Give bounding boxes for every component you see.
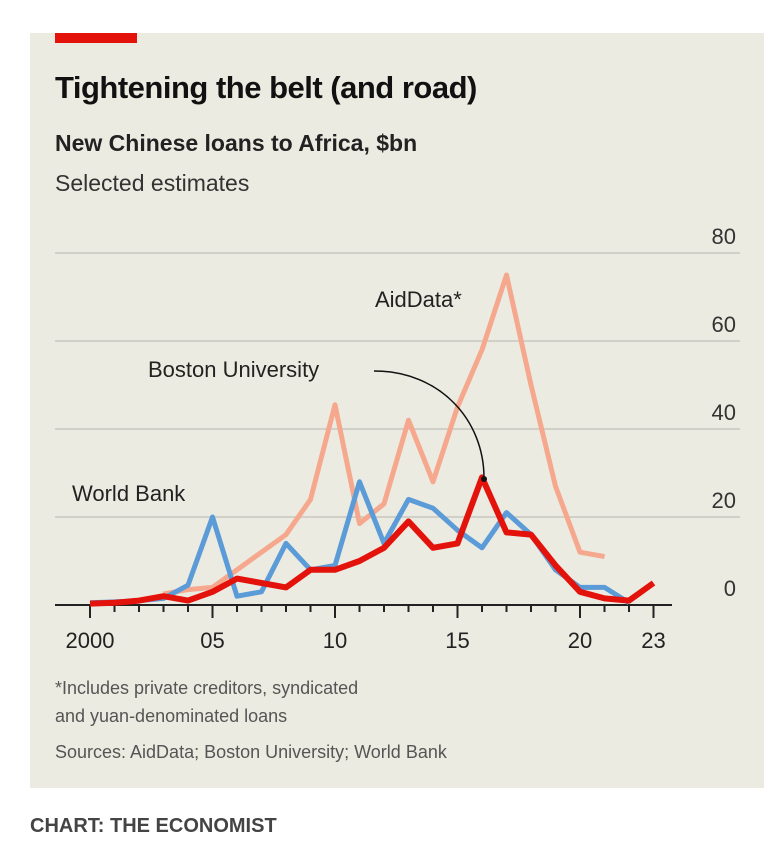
chart-subtitle: New Chinese loans to Africa, $bn <box>55 130 418 156</box>
x-tick-label: 2000 <box>66 628 115 653</box>
series-line-boston-university <box>89 474 656 607</box>
y-tick-label: 20 <box>712 488 736 513</box>
y-tick-label: 0 <box>724 576 736 601</box>
series-label-world-bank: World Bank <box>72 481 186 506</box>
footnote-1: *Includes private creditors, syndicated <box>55 678 359 698</box>
brand-red-bar <box>55 33 137 43</box>
chart-credit: CHART: THE ECONOMIST <box>30 815 277 837</box>
x-tick-label: 05 <box>200 628 224 653</box>
x-tick-label: 15 <box>445 628 469 653</box>
chart-panel <box>30 33 764 788</box>
sources: Sources: AidData; Boston University; Wor… <box>55 742 447 762</box>
x-tick-label: 10 <box>323 628 347 653</box>
footnote-2: and yuan-denominated loans <box>55 706 288 726</box>
chart-subtitle-2: Selected estimates <box>55 170 250 196</box>
series-label-aiddata: AidData* <box>375 287 462 312</box>
annotation-dot <box>481 476 487 482</box>
y-tick-label: 60 <box>712 312 736 337</box>
y-tick-label: 80 <box>712 224 736 249</box>
y-tick-label: 40 <box>712 400 736 425</box>
series-line-aiddata <box>163 272 605 597</box>
chart-title: Tightening the belt (and road) <box>55 70 477 105</box>
annotation-leader-line <box>373 370 485 479</box>
series-label-boston-university: Boston University <box>148 357 319 382</box>
x-tick-label: 20 <box>568 628 592 653</box>
x-tick-label: 23 <box>641 628 665 653</box>
